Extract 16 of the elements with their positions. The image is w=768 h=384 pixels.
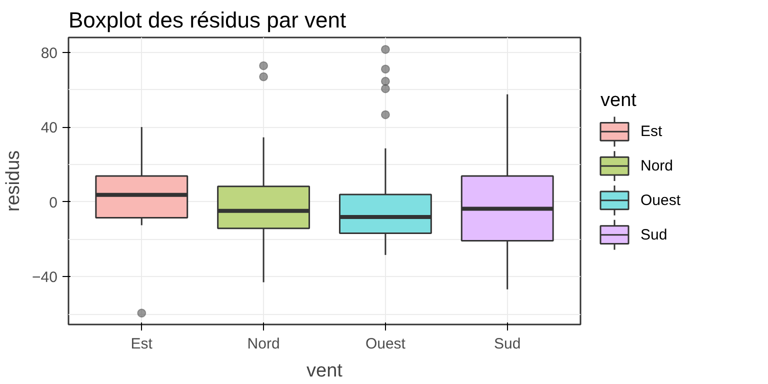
x-tick-label: Est (130, 336, 154, 352)
y-tick-label: −40 (32, 269, 58, 286)
chart-title: Boxplot des résidus par vent (68, 8, 346, 32)
x-tick-label: Nord (247, 336, 280, 352)
y-tick-label: 0 (49, 194, 58, 212)
legend-label: Ouest (640, 192, 682, 209)
legend-label: Nord (640, 158, 674, 175)
x-axis-title: vent (306, 360, 344, 382)
x-tick-label: Ouest (365, 336, 406, 352)
legend-title: vent (600, 90, 638, 111)
legend-label: Sud (640, 226, 668, 244)
y-axis-title: residus (3, 150, 24, 212)
y-tick-label: 40 (40, 120, 58, 137)
legend-label: Est (640, 123, 664, 140)
x-tick-label: Sud (494, 336, 521, 352)
y-tick-label: 80 (40, 44, 58, 62)
